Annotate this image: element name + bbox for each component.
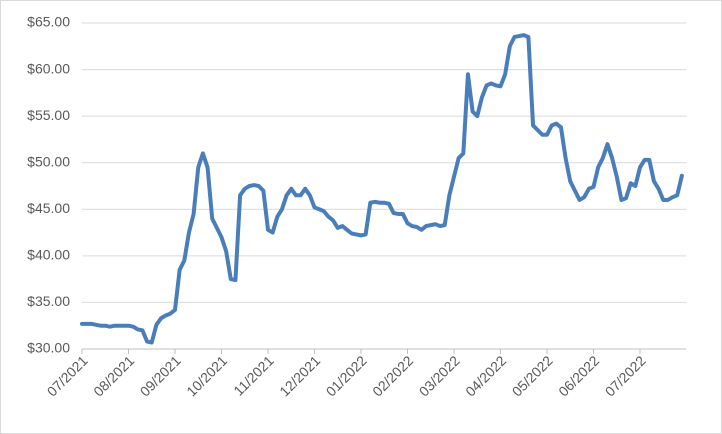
- y-tick-label: $65.00: [27, 14, 70, 30]
- y-tick-label: $55.00: [27, 107, 70, 123]
- price-line: [80, 33, 684, 345]
- y-tick-label: $35.00: [27, 293, 70, 309]
- y-tick-label: $60.00: [27, 60, 70, 76]
- y-tick-label: $30.00: [27, 340, 70, 356]
- y-tick-label: $40.00: [27, 247, 70, 263]
- y-tick-label: $50.00: [27, 153, 70, 169]
- y-tick-label: $45.00: [27, 200, 70, 216]
